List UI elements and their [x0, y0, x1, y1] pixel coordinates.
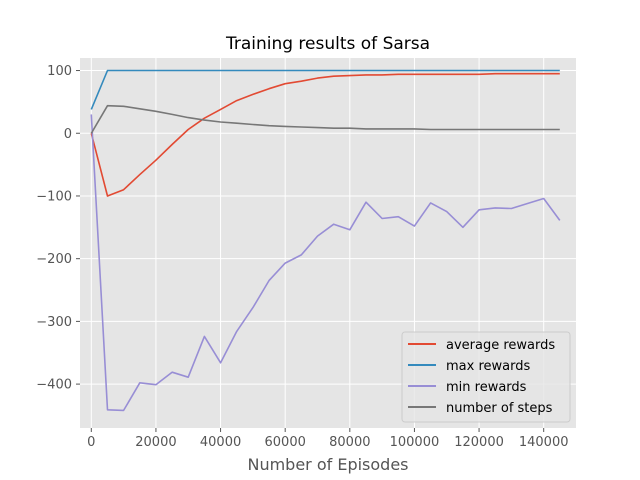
series-line-max-rewards — [90, 69, 560, 110]
x-tick-label: 100000 — [390, 435, 440, 450]
legend-label-min-rewards: min rewards — [446, 380, 527, 395]
y-tick-label: 0 — [64, 127, 72, 142]
x-tick-label: 40000 — [200, 435, 241, 450]
series-line-number-of-steps — [90, 104, 560, 134]
series-lines — [90, 69, 561, 412]
y-tick-label: −300 — [36, 315, 72, 330]
x-tick-label: 20000 — [135, 435, 176, 450]
y-tick-label: −200 — [36, 252, 72, 267]
x-axis-label: Number of Episodes — [247, 455, 408, 474]
y-tick-label: −100 — [36, 189, 72, 204]
legend-label-max-rewards: max rewards — [446, 359, 530, 374]
series-line-min-rewards — [90, 114, 561, 412]
x-tick-label: 80000 — [329, 435, 370, 450]
x-tick-label: 120000 — [454, 435, 504, 450]
y-tick-label: −400 — [36, 378, 72, 393]
legend-label-average-rewards: average rewards — [446, 338, 555, 353]
x-axis-ticks: 0 20000 40000 60000 80000 100000 120000 140000 — [87, 428, 569, 450]
x-tick-label: 60000 — [265, 435, 306, 450]
y-tick-label: 100 — [47, 64, 72, 79]
y-axis-ticks: 100 0 −100 −200 −300 −400 — [36, 64, 80, 393]
x-tick-label: 140000 — [519, 435, 569, 450]
series-line-average-rewards — [90, 72, 560, 197]
legend: average rewards max rewards min rewards … — [401, 331, 571, 423]
x-tick-label: 0 — [87, 435, 95, 450]
chart-title: Training results of Sarsa — [225, 34, 430, 54]
legend-label-number-of-steps: number of steps — [446, 401, 553, 416]
legend-box — [401, 331, 571, 423]
